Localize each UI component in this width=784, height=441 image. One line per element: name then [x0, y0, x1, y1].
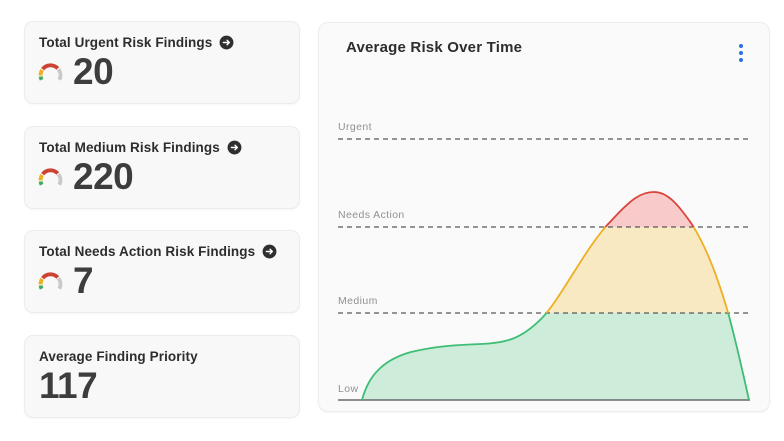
stat-card-value: 20 [73, 51, 114, 92]
drilldown-arrow-icon[interactable] [262, 244, 277, 259]
stat-card-title: Total Urgent Risk Findings [39, 35, 213, 50]
risk-gauge-icon [37, 167, 64, 188]
threshold-lines [338, 138, 751, 401]
threshold-label-low: Low [338, 383, 358, 395]
kebab-menu-icon[interactable] [731, 39, 751, 67]
drilldown-arrow-icon[interactable] [227, 140, 242, 155]
chart-card: Average Risk Over Time [318, 22, 770, 412]
threshold-label-needs-action: Needs Action [338, 209, 405, 221]
risk-area-fills [362, 192, 749, 400]
stat-card-title: Average Finding Priority [39, 349, 198, 364]
risk-gauge-icon [37, 62, 64, 83]
stat-card-medium: Total Medium Risk Findings 220 [24, 126, 300, 209]
stat-card-urgent: Total Urgent Risk Findings 20 [24, 21, 300, 104]
stat-card-title: Total Needs Action Risk Findings [39, 244, 256, 259]
risk-gauge-icon [37, 271, 64, 292]
stat-card-avg-priority: Average Finding Priority 117 [24, 335, 300, 418]
risk-area-chart: Urgent Needs Action Medium Low [338, 121, 751, 401]
stat-card-title: Total Medium Risk Findings [39, 140, 220, 155]
stat-card-needs-action: Total Needs Action Risk Findings 7 [24, 230, 300, 313]
risk-curve-strokes [361, 191, 750, 401]
stat-card-value: 117 [39, 365, 98, 406]
threshold-label-medium: Medium [338, 295, 378, 307]
drilldown-arrow-icon[interactable] [219, 35, 234, 50]
stat-card-value: 220 [73, 156, 134, 197]
chart-title: Average Risk Over Time [346, 39, 523, 56]
stat-card-value: 7 [73, 260, 94, 301]
threshold-label-urgent: Urgent [338, 121, 372, 133]
